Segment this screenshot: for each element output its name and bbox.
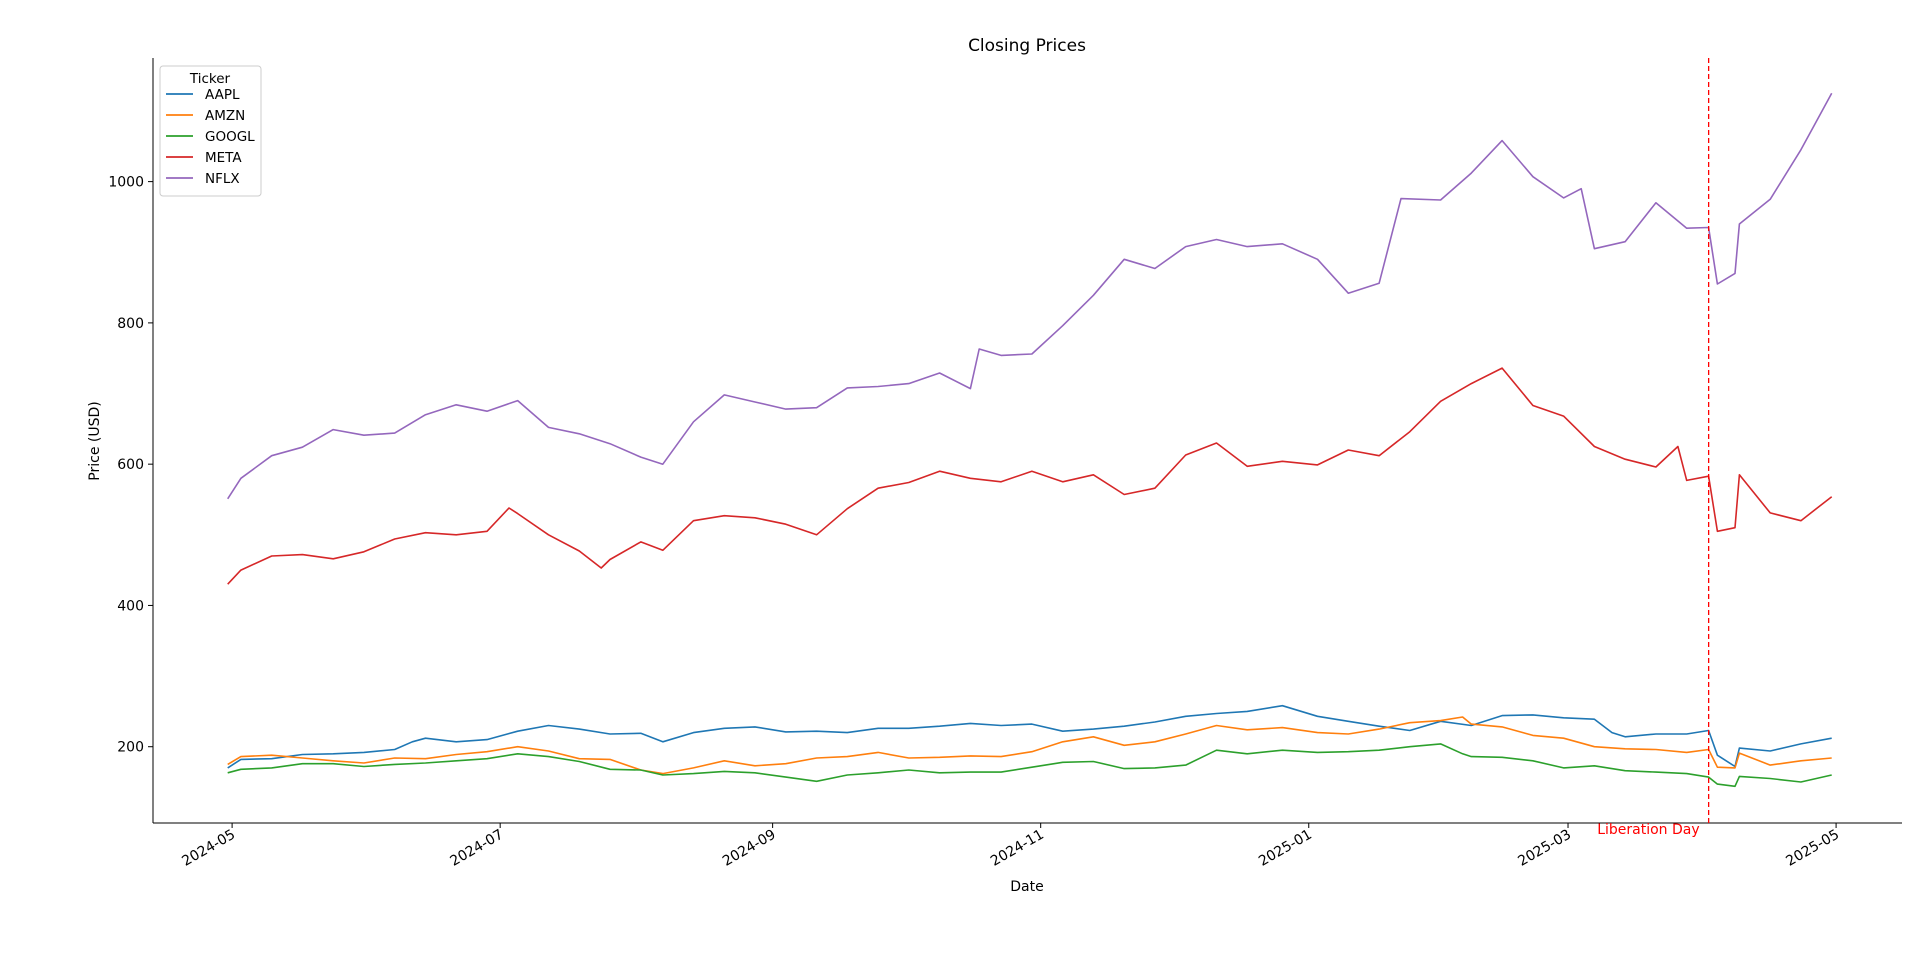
x-tick-label: 2024-09	[720, 827, 779, 870]
x-axis-ticks: 2024-05 2024-07 2024-09 2024-11 2025-01 2025-…	[179, 823, 1842, 870]
y-tick-label: 600	[117, 457, 144, 473]
x-axis-label: Date	[1010, 879, 1043, 895]
y-tick-label: 400	[117, 598, 144, 614]
legend-label: NFLX	[205, 171, 240, 187]
y-axis-label: Price (USD)	[87, 401, 103, 480]
series-line-nflx	[227, 92, 1833, 500]
legend-label: META	[205, 150, 242, 166]
legend-items: AAPL AMZN GOOGL META NFLX	[166, 87, 255, 187]
legend-frame	[159, 65, 262, 197]
series-layer	[227, 92, 1833, 788]
chart-title: Closing Prices	[968, 36, 1086, 56]
x-tick-label: 2024-05	[179, 827, 238, 870]
x-tick-label: 2024-07	[448, 827, 507, 870]
liberation-day-label: Liberation Day	[1597, 822, 1699, 838]
legend-label: GOOGL	[205, 129, 255, 145]
series-line-amzn	[227, 716, 1832, 775]
legend: Ticker AAPL AMZN GOOGL META NFLX	[159, 65, 262, 197]
y-tick-label: 800	[117, 316, 144, 332]
x-tick-label: 2025-05	[1783, 827, 1842, 870]
legend-label: AAPL	[205, 87, 240, 103]
x-tick-label: 2025-03	[1515, 827, 1574, 870]
legend-title: Ticker	[189, 71, 231, 87]
y-tick-label: 1000	[108, 175, 144, 191]
series-line-aapl	[227, 704, 1832, 769]
x-tick-label: 2025-01	[1256, 827, 1315, 870]
series-line-meta	[227, 367, 1833, 585]
x-tick-label: 2024-11	[988, 827, 1047, 870]
legend-label: AMZN	[205, 108, 245, 124]
y-axis-ticks: 200 400 600 800 1000	[108, 175, 153, 756]
series-line-googl	[227, 743, 1832, 788]
y-tick-label: 200	[117, 740, 144, 756]
